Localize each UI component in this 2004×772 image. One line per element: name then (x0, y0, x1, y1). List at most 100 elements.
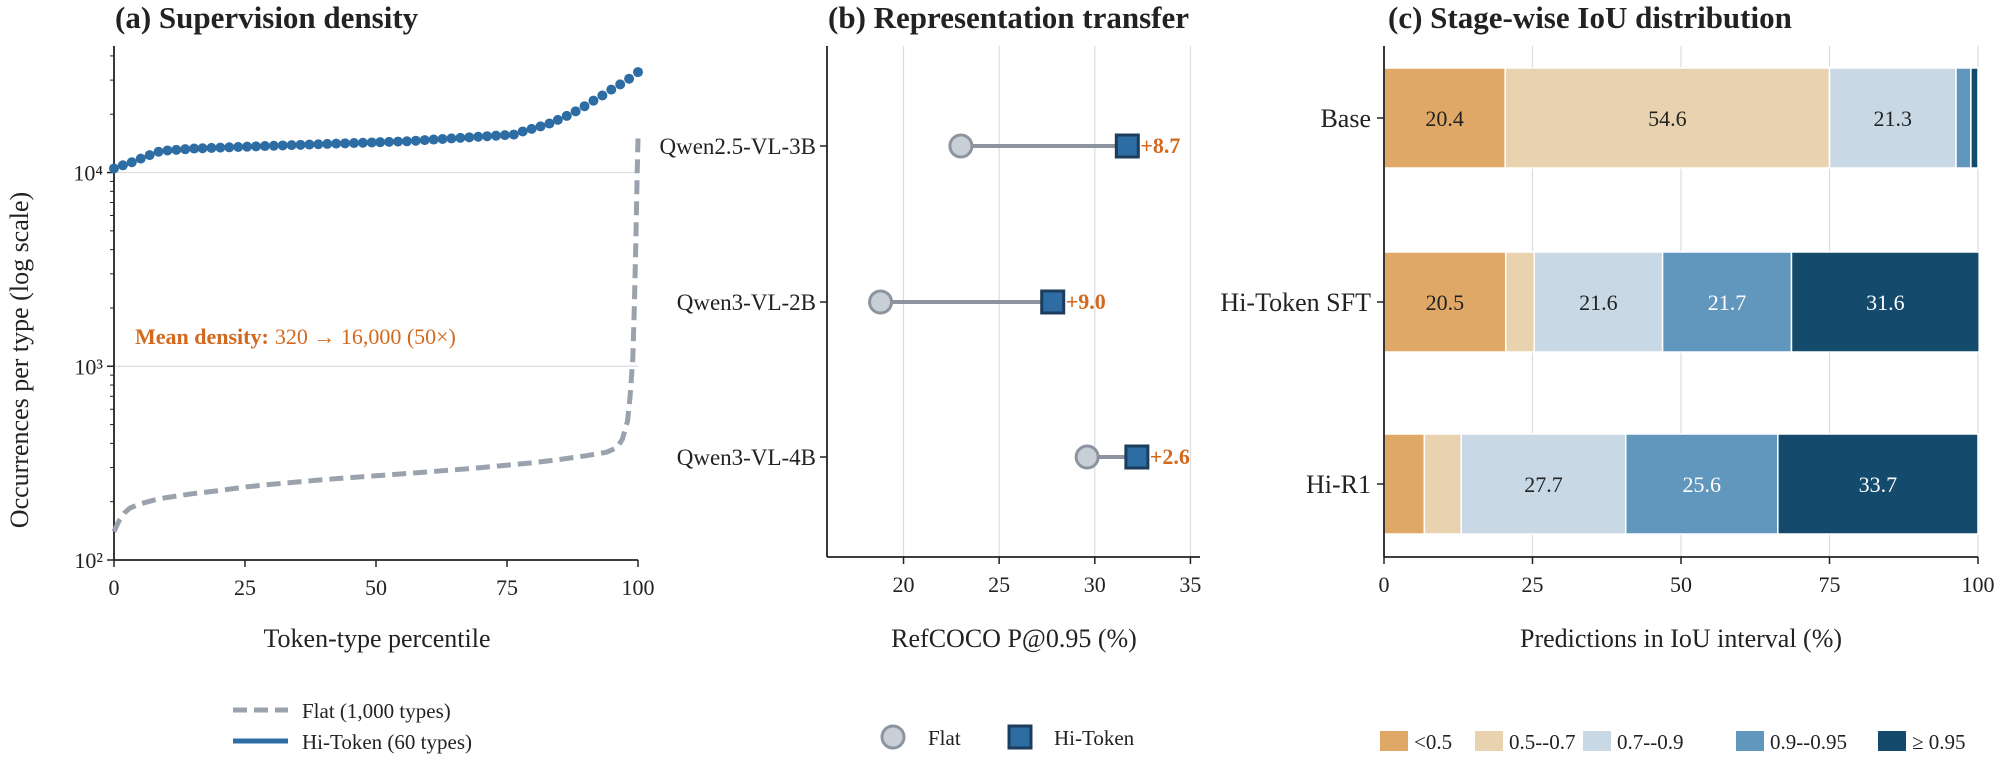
panel-a-axes: 10² 10³ 10⁴ 0 25 50 75 100 (73, 46, 655, 600)
panel-a-ylabel: Occurrences per type (log scale) (5, 192, 34, 528)
x-tick-label: 50 (365, 575, 387, 600)
segment-value-label: 25.6 (1683, 472, 1722, 497)
series-hitoken-point (233, 141, 244, 152)
panel-b-plot: +8.7 +9.0 +2.6 (868, 133, 1190, 470)
x-tick-label: 30 (1084, 572, 1106, 597)
series-hitoken-point (393, 136, 404, 147)
stacked-bar-segment (1504, 67, 1831, 169)
legend-swatch (1878, 731, 1906, 751)
series-hitoken-point (348, 138, 359, 149)
legend-flat-label: Flat (1,000 types) (302, 699, 451, 723)
panel-c-plot: 20.4 54.6 21.3 20.5 21.6 21.7 31.6 27.7 25.6 33.7 (1383, 67, 1980, 535)
panel-b-axes: 20 25 30 35 Qwen2.5-VL-3B Qwen3-VL-2B Qwen3-VL… (660, 46, 1201, 597)
segment-value-label: 21.6 (1579, 290, 1618, 315)
stacked-bar-segment (1533, 251, 1664, 353)
flat-marker (948, 133, 974, 159)
series-hitoken-point (606, 84, 617, 95)
delta-label: +9.0 (1066, 289, 1106, 314)
series-hitoken-point (615, 79, 626, 90)
legend-swatch (1583, 731, 1611, 751)
series-hitoken-point (197, 143, 208, 154)
x-tick-label: 75 (496, 575, 518, 600)
series-hitoken-point (410, 135, 421, 146)
panel-c-title: (c) Stage-wise IoU distribution (1388, 0, 1792, 35)
legend-hitoken-label: Hi-Token (1054, 726, 1135, 750)
category-label: Qwen3-VL-2B (677, 290, 816, 315)
series-hitoken-point (535, 121, 546, 132)
y-tick-label: 10³ (74, 354, 103, 379)
segment-value-label: 20.5 (1426, 290, 1465, 315)
series-hitoken-point (366, 137, 377, 148)
legend-label: 0.5--0.7 (1509, 730, 1576, 754)
segment-value-label: 33.7 (1859, 472, 1898, 497)
panel-a-legend: Flat (1,000 types) Hi-Token (60 types) (233, 699, 472, 754)
panel-a-xlabel: Token-type percentile (263, 624, 490, 653)
series-hitoken-point (268, 140, 279, 151)
category-label: Hi-R1 (1306, 470, 1371, 499)
annotation-text: 320 → 16,000 (50×) (275, 324, 456, 349)
category-label: Base (1320, 104, 1371, 133)
legend-hitoken-marker (1007, 724, 1033, 750)
legend-swatch (1736, 731, 1764, 751)
segment-value-label: 27.7 (1524, 472, 1563, 497)
series-hitoken-point (401, 136, 412, 147)
segment-value-label: 20.4 (1425, 106, 1464, 131)
stacked-bar-segment (1970, 67, 1979, 169)
legend-flat-marker (880, 724, 906, 750)
x-tick-label: 100 (622, 575, 655, 600)
flat-marker (868, 289, 894, 315)
series-hitoken-point (135, 153, 146, 164)
series-hitoken-point (597, 90, 608, 101)
delta-label: +8.7 (1140, 133, 1180, 158)
series-hitoken-point (384, 136, 395, 147)
segment-value-label: 21.3 (1874, 106, 1913, 131)
legend-label: <0.5 (1414, 730, 1452, 754)
annotation-label: Mean density: (135, 324, 269, 349)
panel-c-xlabel: Predictions in IoU interval (%) (1520, 624, 1842, 653)
hitoken-marker (1040, 289, 1066, 315)
x-tick-label: 50 (1670, 572, 1692, 597)
series-hitoken-point (331, 138, 342, 149)
stacked-bar-segment (1383, 67, 1506, 169)
delta-label: +2.6 (1150, 444, 1190, 469)
series-hitoken-point (117, 160, 128, 171)
x-tick-label: 35 (1179, 572, 1201, 597)
stacked-bar-segment (1383, 433, 1426, 535)
legend-flat-label: Flat (928, 726, 961, 750)
panel-b-legend: Flat Hi-Token (880, 724, 1135, 750)
hitoken-marker (1124, 444, 1150, 470)
segment-value-label: 21.7 (1708, 290, 1747, 315)
series-hitoken-point (304, 139, 315, 150)
series-hitoken-point (561, 110, 572, 121)
series-hitoken-point (180, 144, 191, 155)
x-tick-label: 0 (1379, 572, 1390, 597)
panel-b-xlabel: RefCOCO P@0.95 (%) (891, 624, 1137, 653)
series-hitoken-point (446, 133, 457, 144)
series-hitoken-point (189, 143, 200, 154)
series-hitoken-point (579, 101, 590, 112)
y-tick-label: 10² (74, 548, 103, 573)
series-hitoken-point (517, 126, 528, 137)
series-hitoken-point (544, 118, 555, 129)
series-hitoken-point (419, 135, 430, 146)
series-hitoken-point (277, 140, 288, 151)
panel-a-annotation: Mean density: 320 → 16,000 (50×) (135, 324, 456, 349)
category-label: Hi-Token SFT (1220, 288, 1371, 317)
series-hitoken-point (224, 142, 235, 153)
legend-swatch (1475, 731, 1503, 751)
segment-value-label: 31.6 (1866, 290, 1905, 315)
series-hitoken-point (464, 132, 475, 143)
series-hitoken-point (624, 73, 635, 84)
series-hitoken-point (357, 137, 368, 148)
series-hitoken-point (144, 150, 155, 161)
series-hitoken-point (286, 140, 297, 151)
panel-a-title: (a) Supervision density (115, 0, 419, 35)
series-hitoken-point (171, 144, 182, 155)
stacked-bar-segment (1505, 251, 1536, 353)
series-hitoken-point (162, 145, 173, 156)
series-hitoken-point (126, 157, 137, 168)
y-tick-label: 10⁴ (73, 161, 103, 186)
series-hitoken-point (322, 138, 333, 149)
category-label: Qwen2.5-VL-3B (660, 134, 817, 159)
stacked-bar-segment (1955, 67, 1972, 169)
